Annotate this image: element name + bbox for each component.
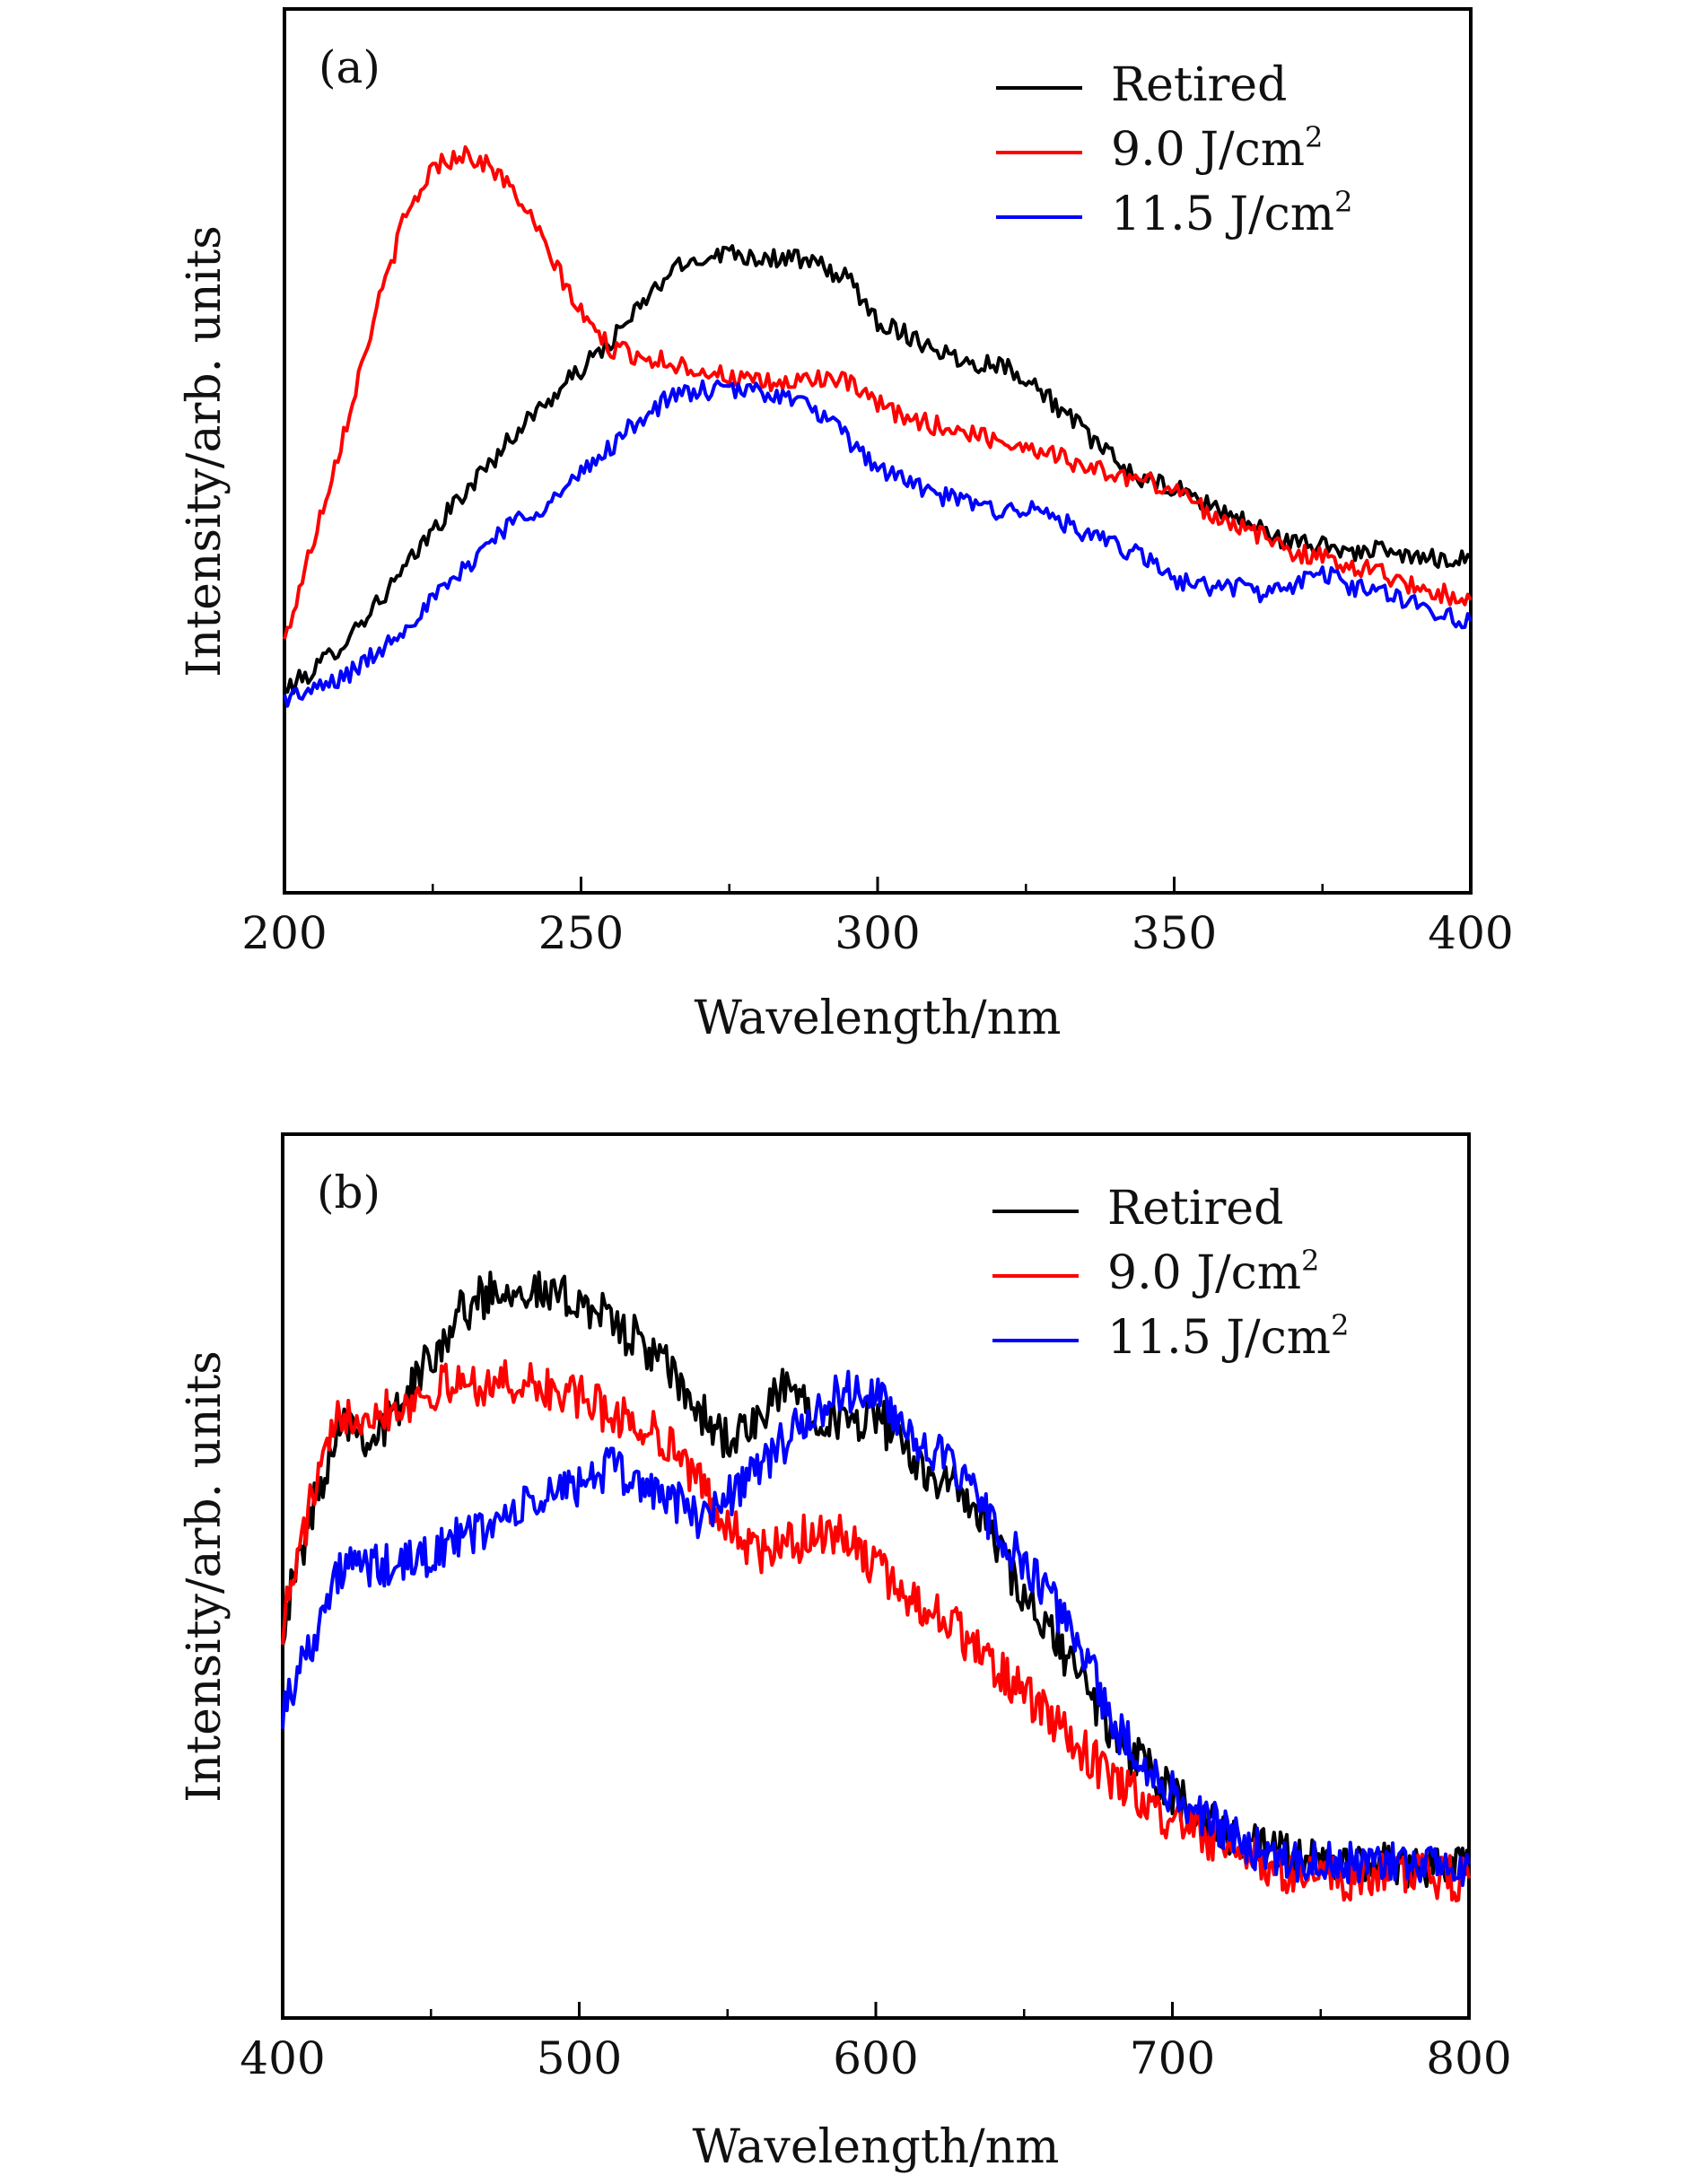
x-tick-label: 350: [1132, 907, 1217, 959]
x-axis-label-a: Wavelength/nm: [695, 992, 1062, 1045]
x-tick-label: 700: [1130, 2032, 1215, 2084]
legend-b: Retired 9.0 J/cm2 11.5 J/cm2: [992, 1182, 1349, 1365]
x-ticks-a: 200 250 300 350 400: [241, 877, 1514, 959]
panel-label-a: (a): [319, 41, 380, 93]
series-line-2: [283, 144, 1473, 640]
series-line-1: [283, 244, 1473, 695]
series-line-2: [281, 1358, 1471, 1903]
series-line-3: [283, 379, 1473, 708]
x-tick-label: 250: [538, 907, 624, 959]
x-tick-label: 400: [240, 2032, 325, 2084]
legend-label: 9.0 J/cm2: [1107, 1244, 1319, 1300]
legend-label: Retired: [1111, 58, 1287, 112]
y-axis-label-a: Intensity/arb. units: [178, 225, 232, 677]
legend-label: 9.0 J/cm2: [1111, 120, 1323, 177]
legend-a: Retired 9.0 J/cm2 11.5 J/cm2: [996, 58, 1352, 241]
chart-panel-b: 400 500 600 700 800 (b) Wavelength/nm Intens…: [178, 1132, 1512, 2174]
legend-label: Retired: [1107, 1182, 1283, 1236]
panel-label-b: (b): [317, 1166, 380, 1219]
x-tick-label: 400: [1428, 907, 1513, 959]
x-tick-label: 500: [537, 2032, 622, 2084]
x-tick-label: 600: [833, 2032, 918, 2084]
chart-panel-a: 200 250 300 350 400 (a) Wavelength/nm Intens…: [178, 7, 1514, 1045]
series-lines-a: [283, 144, 1473, 708]
legend-label: 11.5 J/cm2: [1111, 185, 1352, 241]
x-axis-label-b: Wavelength/nm: [693, 2120, 1060, 2174]
x-tick-label: 300: [835, 907, 920, 959]
x-ticks-b: 400 500 600 700 800: [240, 2002, 1512, 2084]
x-tick-label: 200: [241, 907, 327, 959]
x-tick-label: 800: [1426, 2032, 1511, 2084]
series-line-3: [281, 1369, 1471, 1887]
series-lines-b: [281, 1271, 1471, 1903]
legend-label: 11.5 J/cm2: [1107, 1308, 1349, 1365]
y-axis-label-b: Intensity/arb. units: [178, 1350, 232, 1803]
